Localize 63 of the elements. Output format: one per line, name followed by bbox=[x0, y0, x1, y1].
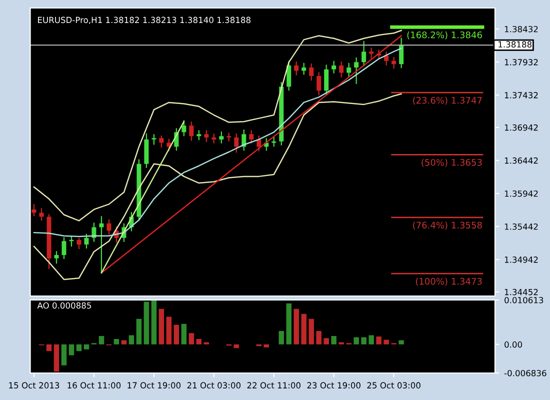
bar bbox=[166, 316, 172, 344]
bar bbox=[368, 335, 374, 344]
bar bbox=[144, 302, 150, 344]
bar bbox=[308, 318, 314, 344]
y-tick-label: 1.34452 bbox=[504, 288, 538, 296]
bar bbox=[376, 336, 382, 344]
y-tick-label: 1.35442 bbox=[504, 223, 538, 230]
y-tick-label: 1.37932 bbox=[504, 59, 538, 66]
bar bbox=[54, 344, 60, 372]
line-series bbox=[33, 93, 402, 280]
line-series bbox=[33, 30, 402, 222]
ref-line-label: (50%) 1.3653 bbox=[422, 158, 482, 167]
y-tick-label: 1.34942 bbox=[504, 256, 538, 263]
ref-line-label: 1.38188 bbox=[498, 41, 532, 48]
bar bbox=[136, 318, 142, 344]
bar bbox=[46, 344, 52, 352]
bar bbox=[61, 344, 67, 366]
bar bbox=[98, 336, 104, 344]
x-tick-label: 15 Oct 2013 bbox=[9, 382, 60, 388]
y-tick-label: 1.38432 bbox=[504, 26, 538, 32]
ref-line-label: (76.4%) 1.3558 bbox=[413, 222, 482, 230]
bar bbox=[398, 340, 404, 344]
bar bbox=[324, 338, 329, 344]
x-tick-label: 16 Oct 11:00 bbox=[68, 382, 121, 388]
x-tick-label: 23 Oct 19:00 bbox=[307, 382, 360, 388]
bar bbox=[264, 344, 269, 348]
bar bbox=[316, 331, 322, 344]
bar bbox=[151, 300, 157, 344]
bar bbox=[128, 335, 134, 344]
y-tick-label: 1.37432 bbox=[504, 92, 538, 98]
bar bbox=[181, 324, 187, 344]
bar bbox=[68, 344, 74, 356]
bar bbox=[196, 338, 202, 344]
bar bbox=[121, 340, 127, 344]
bar bbox=[188, 333, 194, 344]
bar bbox=[174, 324, 180, 344]
bar bbox=[294, 308, 299, 344]
bar bbox=[278, 331, 284, 344]
ref-line-label: (23.6%) 1.3747 bbox=[413, 96, 482, 105]
x-tick-label: 17 Oct 19:00 bbox=[128, 382, 181, 388]
bar bbox=[76, 344, 82, 352]
bar bbox=[84, 344, 90, 350]
y-tick-label: 0.010613 bbox=[504, 296, 544, 304]
bar bbox=[331, 336, 336, 344]
bar bbox=[361, 337, 366, 344]
bar bbox=[286, 303, 292, 344]
y-tick-label: -0.006836 bbox=[504, 370, 546, 376]
y-tick-label: 1.35942 bbox=[504, 190, 538, 197]
y-tick-label: 0.00 bbox=[504, 341, 522, 348]
ref-line-label: (168.2%) 1.3846 bbox=[407, 31, 482, 40]
text: EURUSD-Pro,H1 1.38182 1.38213 1.38140 1.38188 bbox=[38, 16, 250, 24]
x-tick-label: 21 Oct 03:00 bbox=[187, 382, 241, 388]
bar bbox=[114, 338, 120, 344]
bar bbox=[384, 340, 389, 344]
bar bbox=[301, 314, 306, 344]
x-tick-label: 22 Oct 11:00 bbox=[247, 382, 300, 388]
y-tick-label: 1.36942 bbox=[504, 124, 538, 131]
chart-title: AO 0.000885 bbox=[37, 302, 92, 309]
bar bbox=[158, 308, 164, 344]
ref-line-label: (100%) 1.3473 bbox=[416, 278, 482, 286]
bar bbox=[354, 337, 359, 344]
x-tick-label: 25 Oct 03:00 bbox=[367, 382, 420, 388]
y-tick-label: 1.36442 bbox=[504, 157, 538, 164]
